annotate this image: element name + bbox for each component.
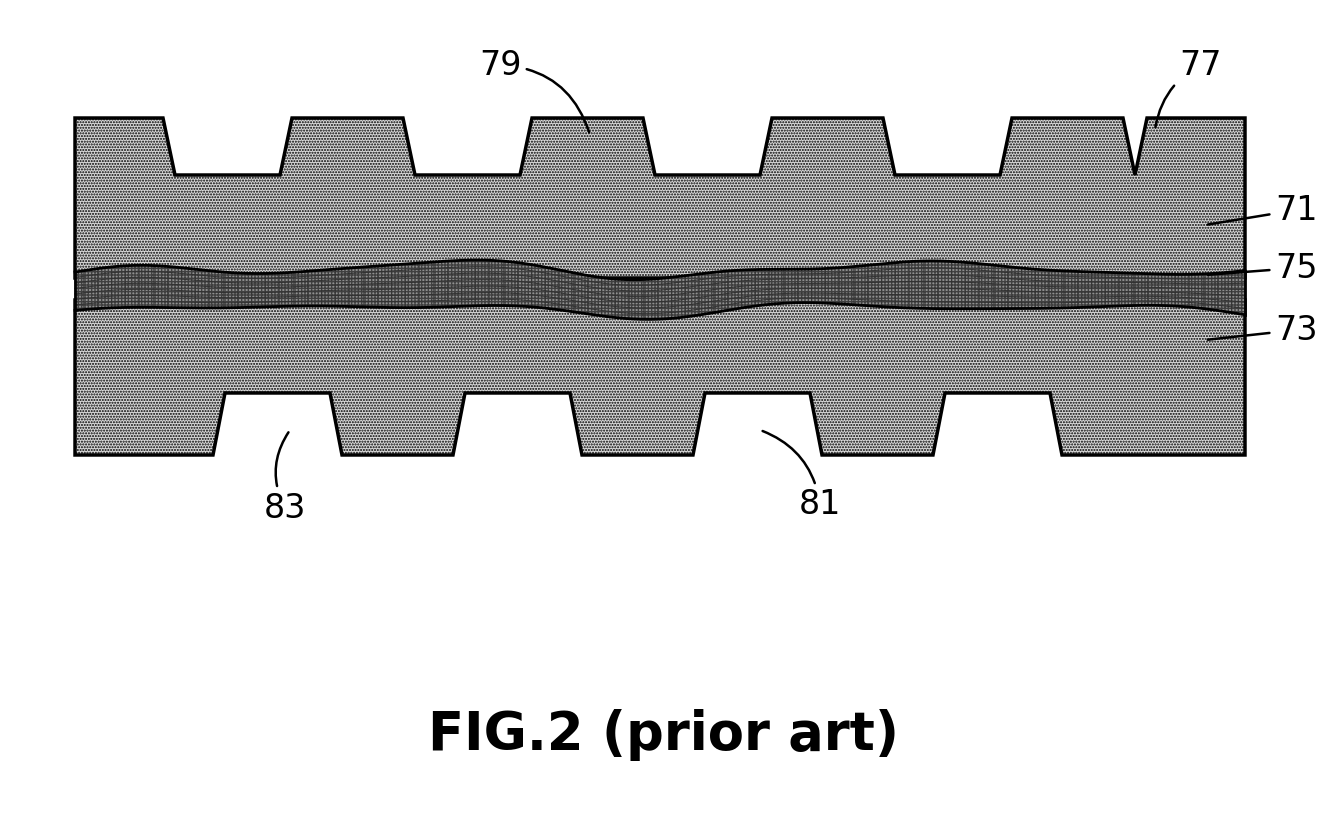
Text: 79: 79 <box>479 48 589 133</box>
Text: 81: 81 <box>762 431 841 521</box>
Polygon shape <box>76 260 1245 319</box>
Text: 75: 75 <box>1208 252 1318 284</box>
Text: FIG.2 (prior art): FIG.2 (prior art) <box>427 709 899 761</box>
Text: 77: 77 <box>1155 48 1221 128</box>
Polygon shape <box>76 300 1245 455</box>
Text: 71: 71 <box>1208 193 1318 227</box>
Polygon shape <box>76 260 1245 319</box>
Text: 73: 73 <box>1208 314 1318 346</box>
Text: 83: 83 <box>264 432 306 525</box>
Polygon shape <box>76 118 1245 278</box>
